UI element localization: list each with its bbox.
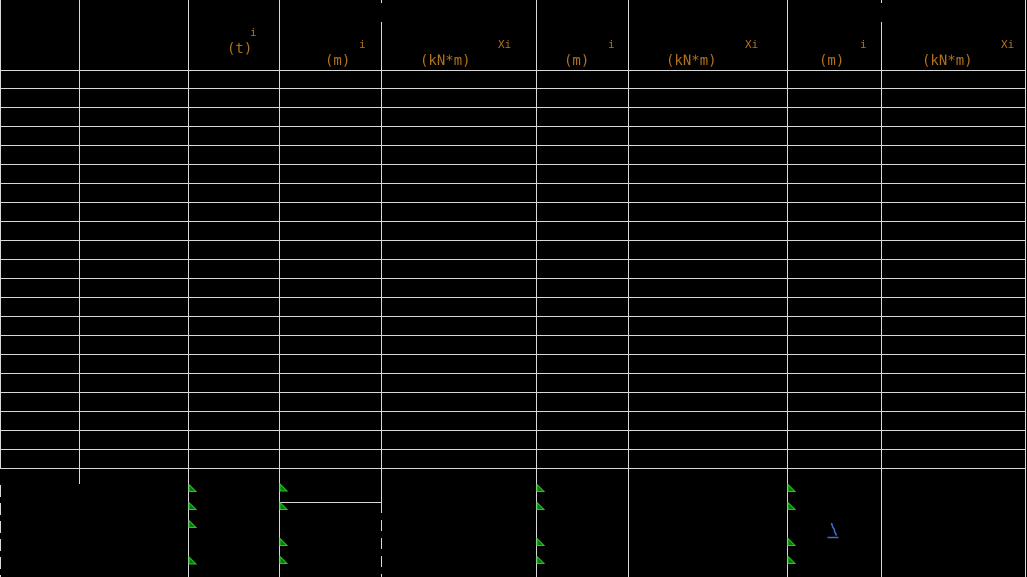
grip-marker-icon[interactable] <box>787 555 797 564</box>
unit-label: (m) <box>564 53 589 69</box>
unit-superscript: Xi <box>498 38 511 51</box>
grip-markers <box>188 482 797 565</box>
unit-label: (t) <box>227 41 252 57</box>
unit-superscript: i <box>359 38 366 51</box>
unit-label: (kN*m) <box>666 53 717 69</box>
unit-superscript: i <box>608 38 615 51</box>
grip-marker-icon[interactable] <box>787 501 797 510</box>
perpendicular-snap-icon <box>827 522 839 539</box>
grip-marker-icon[interactable] <box>536 555 546 564</box>
unit-superscript: i <box>860 38 867 51</box>
grip-marker-icon[interactable] <box>188 483 198 492</box>
unit-superscript: Xi <box>1001 38 1014 51</box>
header-units: (t) i (m) i (kN*m) Xi (m) i (kN*m) Xi (m… <box>227 26 1014 69</box>
grip-marker-icon[interactable] <box>279 482 289 492</box>
grip-marker-icon[interactable] <box>536 537 546 546</box>
grip-marker-icon[interactable] <box>536 501 546 510</box>
grip-marker-icon[interactable] <box>188 519 198 528</box>
grip-marker-icon[interactable] <box>279 555 289 564</box>
unit-label: (kN*m) <box>420 53 471 69</box>
unit-label: (m) <box>819 53 844 69</box>
unit-label: (m) <box>325 53 350 69</box>
unit-label: (kN*m) <box>922 53 973 69</box>
grip-marker-icon[interactable] <box>279 537 289 546</box>
unit-superscript: i <box>250 26 257 39</box>
grip-marker-icon[interactable] <box>188 555 198 565</box>
grip-marker-icon[interactable] <box>787 537 797 546</box>
grip-marker-icon[interactable] <box>536 483 546 492</box>
unit-superscript: Xi <box>745 38 758 51</box>
grip-marker-icon[interactable] <box>188 501 198 510</box>
grip-marker-icon[interactable] <box>279 501 289 510</box>
grip-marker-icon[interactable] <box>787 483 797 492</box>
